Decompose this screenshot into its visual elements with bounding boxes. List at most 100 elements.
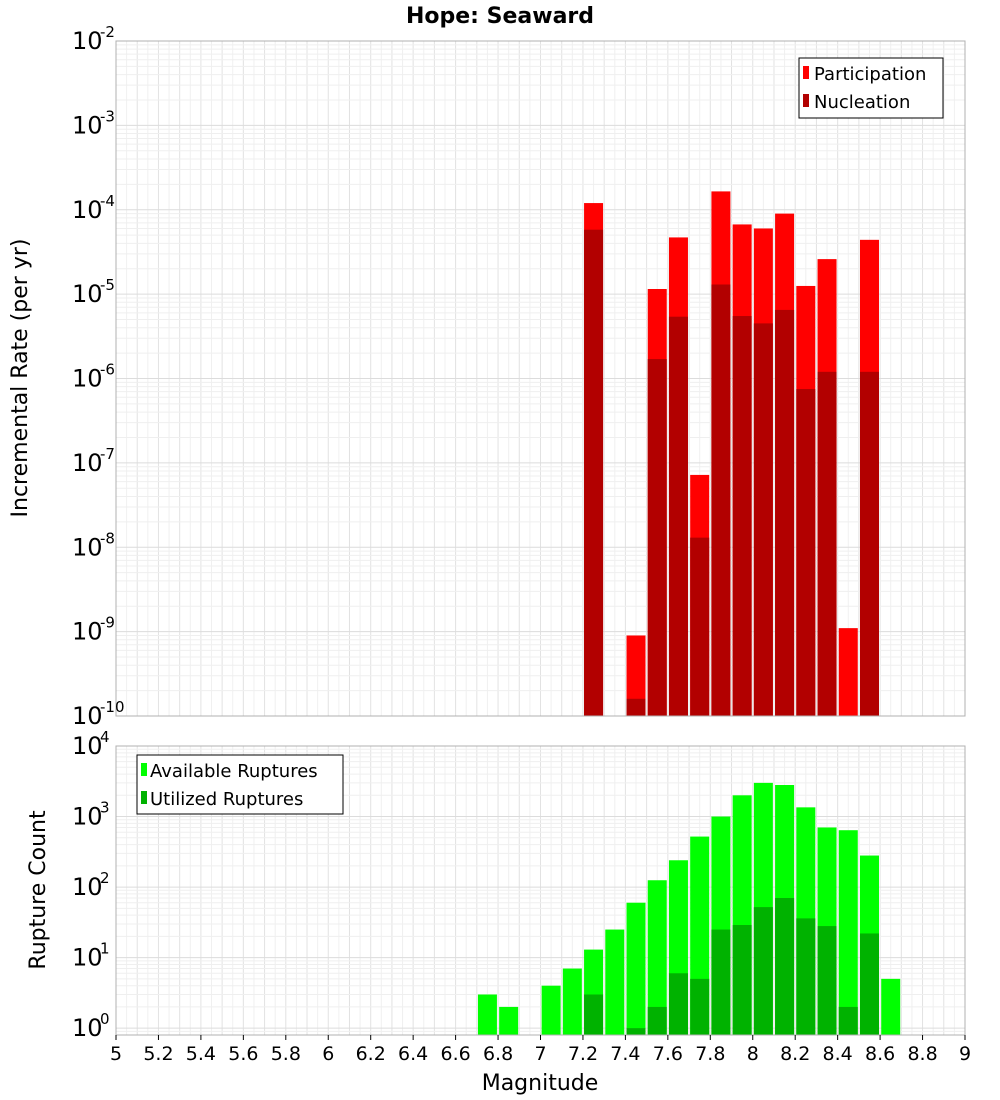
top-plot-frame [115, 40, 966, 717]
x-tick-label: 7 [534, 1043, 546, 1065]
bar-available-ruptures [881, 978, 901, 1035]
y-tick-exponent: -7 [100, 445, 115, 463]
y-tick-label: 10 [72, 111, 103, 139]
bar-utilized-ruptures [626, 1028, 646, 1035]
y-tick-exponent: -10 [100, 698, 125, 716]
legend-swatch-nucleation [803, 94, 809, 107]
bar-utilized-ruptures [796, 918, 816, 1035]
bar-available-ruptures [605, 929, 625, 1035]
bottom-chart-bars [477, 782, 901, 1035]
bottom-legend: Available Ruptures Utilized Ruptures [136, 754, 344, 815]
bottom-legend-box [136, 754, 344, 815]
y-tick-label: 10 [72, 27, 103, 55]
bar-nucleation [775, 309, 795, 716]
y-tick-label: 10 [72, 618, 103, 646]
x-tick-label: 7.2 [568, 1043, 598, 1065]
bar-utilized-ruptures [817, 926, 837, 1035]
y-tick-label: 10 [72, 1014, 103, 1042]
bar-utilized-ruptures [584, 994, 604, 1035]
y-tick-exponent: -4 [100, 192, 115, 210]
bar-available-ruptures [647, 880, 667, 1035]
bar-utilized-ruptures [753, 907, 773, 1035]
legend-swatch-available-ruptures [141, 763, 147, 776]
x-tick-label: 6.6 [440, 1043, 470, 1065]
y-tick-label: 10 [72, 873, 103, 901]
y-tick-exponent: 4 [100, 728, 110, 746]
x-tick-label: 5.4 [186, 1043, 216, 1065]
y-tick-exponent: 0 [100, 1010, 110, 1028]
legend-swatch-participation [803, 66, 809, 79]
legend-label-utilized-ruptures: Utilized Ruptures [150, 789, 303, 810]
legend-label-participation: Participation [814, 64, 926, 85]
y-tick-exponent: -3 [100, 107, 115, 125]
y-tick-label: 10 [72, 280, 103, 308]
bar-participation [838, 628, 858, 716]
bar-available-ruptures [541, 985, 561, 1035]
x-axis-label: Magnitude [482, 1071, 599, 1096]
y-tick-exponent: -2 [100, 23, 115, 41]
bar-utilized-ruptures [775, 898, 795, 1035]
top-y-axis-label: Incremental Rate (per yr) [8, 239, 33, 518]
x-tick-label: 8.4 [823, 1043, 853, 1065]
x-tick-label: 8 [747, 1043, 759, 1065]
legend-label-available-ruptures: Available Ruptures [150, 761, 318, 782]
bar-nucleation [711, 284, 731, 716]
x-tick-label: 6.8 [483, 1043, 513, 1065]
top-chart-grid [115, 41, 966, 717]
y-tick-label: 10 [72, 944, 103, 972]
bar-nucleation [584, 229, 604, 717]
bar-utilized-ruptures [711, 929, 731, 1035]
bar-utilized-ruptures [668, 973, 688, 1035]
top-chart-bars [584, 191, 879, 717]
bar-nucleation [753, 323, 773, 716]
x-tick-label: 8.6 [865, 1043, 895, 1065]
y-tick-label: 10 [72, 365, 103, 393]
x-tick-label: 8.8 [907, 1043, 937, 1065]
y-tick-exponent: 3 [100, 799, 110, 817]
y-tick-label: 10 [72, 449, 103, 477]
x-tick-label: 5.2 [143, 1043, 173, 1065]
bar-utilized-ruptures [732, 925, 752, 1035]
y-tick-exponent: 2 [100, 869, 110, 887]
bar-available-ruptures [477, 994, 497, 1035]
bar-nucleation [859, 371, 879, 716]
chart-title: Hope: Seaward [406, 4, 594, 29]
x-tick-labels: 5 5.2 5.4 5.6 5.8 6 6.2 6.4 6.6 6.8 7 7.2 7.4 7.6 7.8 8… [110, 1035, 971, 1065]
x-tick-label: 5 [110, 1043, 122, 1065]
bar-utilized-ruptures [647, 1006, 667, 1035]
bar-available-ruptures [562, 968, 582, 1035]
bottom-chart-grid [115, 746, 966, 1036]
x-tick-label: 7.6 [653, 1043, 683, 1065]
bar-utilized-ruptures [838, 1006, 858, 1035]
bar-available-ruptures [626, 902, 646, 1035]
bar-nucleation [732, 316, 752, 716]
y-tick-exponent: -8 [100, 529, 115, 547]
top-legend: Participation Nucleation [798, 57, 944, 119]
bar-utilized-ruptures [859, 933, 879, 1035]
x-tick-label: 9 [959, 1043, 971, 1065]
y-tick-label: 10 [72, 196, 103, 224]
bar-nucleation [647, 359, 667, 716]
bar-available-ruptures [499, 1006, 519, 1035]
y-tick-label: 10 [72, 702, 103, 730]
legend-label-nucleation: Nucleation [814, 92, 910, 113]
x-tick-label: 6.2 [356, 1043, 386, 1065]
bar-nucleation [796, 389, 816, 716]
top-legend-box [798, 57, 944, 119]
y-tick-label: 10 [72, 803, 103, 831]
y-tick-label: 10 [72, 533, 103, 561]
x-tick-label: 5.8 [271, 1043, 301, 1065]
x-tick-label: 5.6 [228, 1043, 258, 1065]
x-tick-label: 8.2 [780, 1043, 810, 1065]
x-tick-label: 6 [322, 1043, 334, 1065]
bar-available-ruptures [838, 830, 858, 1035]
y-tick-exponent: -5 [100, 276, 115, 294]
x-tick-label: 7.8 [695, 1043, 725, 1065]
bar-nucleation [626, 698, 646, 716]
bar-nucleation [817, 371, 837, 716]
y-tick-exponent: -9 [100, 614, 115, 632]
y-tick-label: 10 [72, 732, 103, 760]
